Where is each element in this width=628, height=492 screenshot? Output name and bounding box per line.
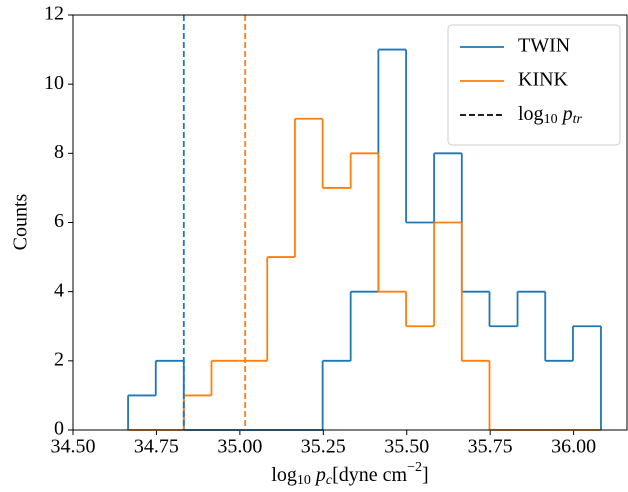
- legend-label-part: tr: [573, 112, 583, 127]
- y-tick-label: 10: [44, 72, 64, 94]
- x-tick-label: 35.00: [217, 436, 262, 458]
- y-tick-label: 0: [54, 418, 64, 440]
- legend-label: log10 ptr: [518, 103, 582, 128]
- x-label-part: [dyne cm: [332, 464, 407, 486]
- y-tick-label: 6: [54, 210, 64, 232]
- legend-label: TWIN: [518, 35, 570, 57]
- y-tick-label: 12: [44, 3, 64, 25]
- legend-label-part: 10: [544, 112, 558, 127]
- x-tick-label: 34.75: [134, 436, 179, 458]
- y-tick-label: 4: [54, 279, 64, 301]
- axes-frame: [72, 14, 628, 431]
- legend-label: KINK: [518, 69, 569, 91]
- y-tick-label: 8: [54, 141, 64, 163]
- x-axis-label: log10 pc[dyne cm−2]: [271, 460, 428, 488]
- x-label-part: 10: [297, 473, 311, 488]
- x-tick-label: 35.25: [301, 436, 346, 458]
- x-label-part: p: [311, 464, 326, 486]
- x-label-part: log: [271, 464, 297, 486]
- x-label-part: −2: [407, 460, 422, 475]
- x-label-part: c: [326, 473, 333, 488]
- y-tick-label: 2: [54, 348, 64, 370]
- legend-label-part: p: [558, 103, 573, 125]
- legend-label-part: log: [518, 103, 544, 125]
- x-tick-label: 35.50: [384, 436, 429, 458]
- x-tick-label: 36.00: [551, 436, 596, 458]
- x-tick-label: 34.50: [51, 436, 96, 458]
- x-tick-label: 35.75: [468, 436, 513, 458]
- x-label-part: ]: [422, 464, 429, 486]
- y-axis-label: Counts: [10, 193, 32, 250]
